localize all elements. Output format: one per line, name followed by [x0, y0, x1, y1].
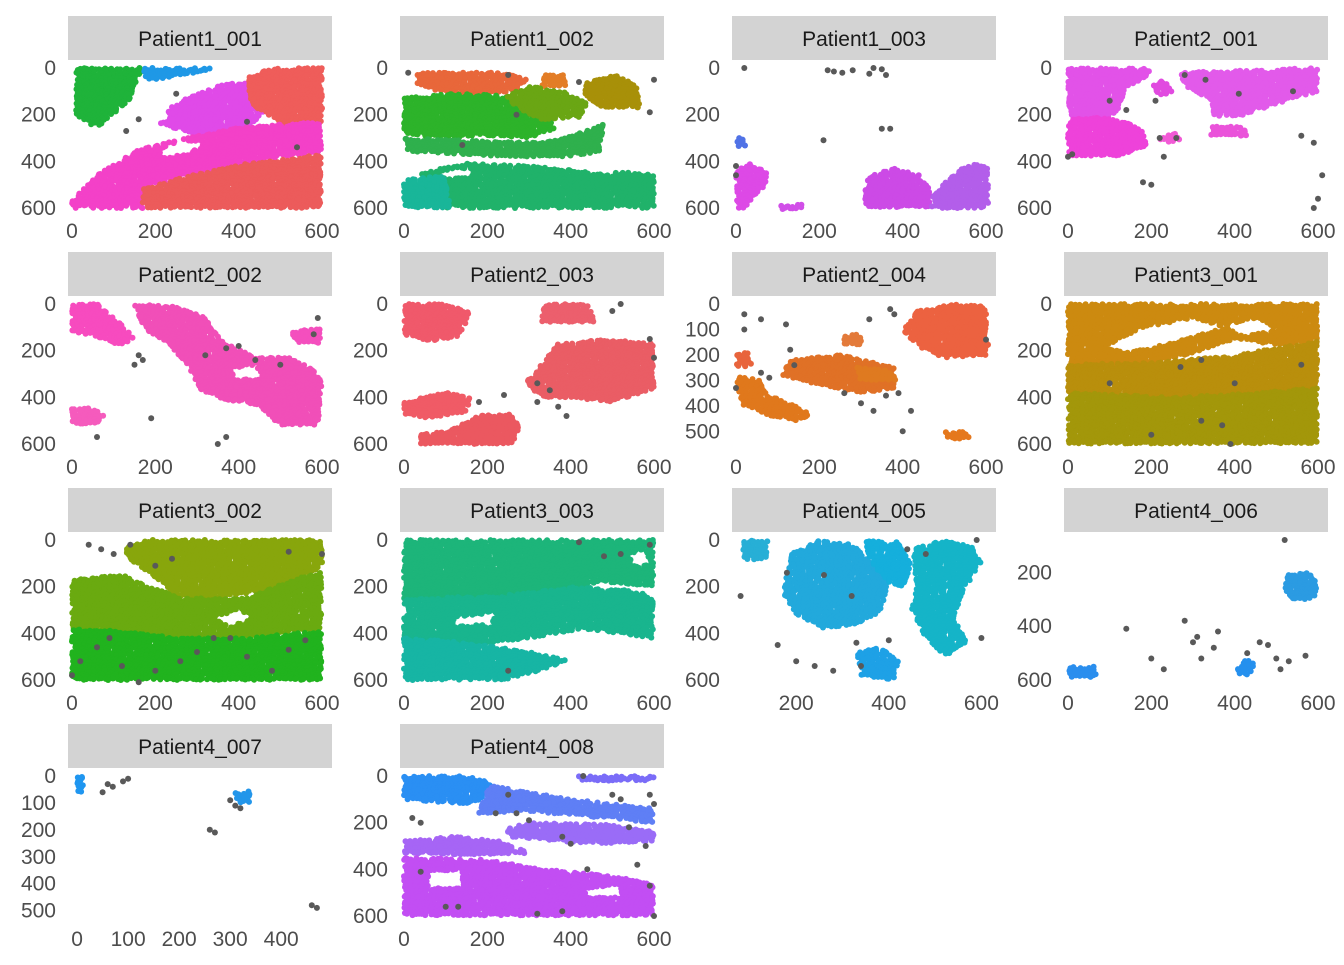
data-point: [293, 204, 300, 211]
data-point: [96, 121, 103, 128]
data-point: [90, 204, 97, 211]
y-tick-label: 200: [21, 104, 56, 127]
x-tick-label: 200: [138, 220, 173, 243]
data-point: [88, 121, 95, 128]
data-point: [159, 75, 166, 81]
data-point: [469, 132, 475, 139]
x-tick-label: 400: [221, 220, 256, 243]
data-point: [188, 204, 195, 211]
unassigned-point: [123, 128, 130, 134]
data-point: [132, 204, 139, 210]
data-point: [126, 96, 132, 103]
data-point: [280, 203, 287, 210]
data-point: [177, 71, 184, 78]
data-point: [202, 67, 209, 73]
data-point: [153, 75, 160, 82]
data-point: [552, 115, 558, 122]
data-point: [123, 201, 130, 208]
data-point: [623, 102, 630, 109]
unassigned-point: [294, 144, 300, 151]
facet-panel: Patient1_001 0 200 400 600 0 200 400 600: [21, 16, 340, 243]
data-point: [609, 103, 616, 110]
facet-title: Patient1_002: [470, 28, 594, 51]
data-point: [414, 131, 421, 138]
data-point: [508, 133, 515, 140]
data-point: [634, 104, 641, 111]
data-point: [562, 82, 569, 89]
data-point: [315, 203, 322, 210]
facet-title: Patient1_001: [138, 28, 262, 51]
data-point: [490, 132, 497, 139]
data-point: [118, 205, 124, 211]
data-point: [172, 70, 179, 77]
data-point: [162, 203, 169, 209]
data-point: [158, 120, 164, 127]
y-tick-label: 600: [21, 197, 56, 220]
data-point: [108, 111, 115, 117]
data-point: [181, 70, 188, 77]
data-point: [550, 125, 557, 132]
data-point: [303, 203, 310, 210]
data-point: [194, 68, 201, 75]
data-point: [170, 140, 177, 147]
unassigned-point: [135, 116, 142, 123]
x-tick-label: 600: [304, 220, 339, 243]
y-tick-label: 400: [21, 150, 56, 173]
data-point: [566, 112, 573, 119]
y-tick-label: 0: [44, 57, 56, 80]
data-point: [172, 125, 179, 132]
data-point: [502, 88, 509, 95]
data-point: [139, 205, 146, 211]
data-point: [166, 73, 173, 80]
data-point: [119, 102, 126, 109]
data-point: [531, 132, 538, 139]
data-point: [556, 82, 563, 89]
data-point: [540, 128, 547, 135]
facet-strip: [68, 16, 332, 60]
data-point: [112, 108, 119, 115]
data-point: [72, 204, 79, 211]
unassigned-point: [173, 90, 180, 97]
data-point: [559, 114, 566, 121]
data-point: [98, 204, 105, 211]
x-tick-label: 0: [66, 220, 78, 243]
data-point: [250, 118, 257, 125]
data-point: [237, 204, 244, 211]
data-point: [523, 134, 530, 141]
data-point: [575, 113, 582, 120]
data-point: [106, 204, 113, 211]
data-point: [172, 203, 179, 209]
data-point: [232, 203, 239, 210]
data-point: [82, 202, 89, 208]
unassigned-point: [244, 118, 250, 125]
data-point: [157, 204, 164, 211]
data-point: [545, 115, 552, 122]
